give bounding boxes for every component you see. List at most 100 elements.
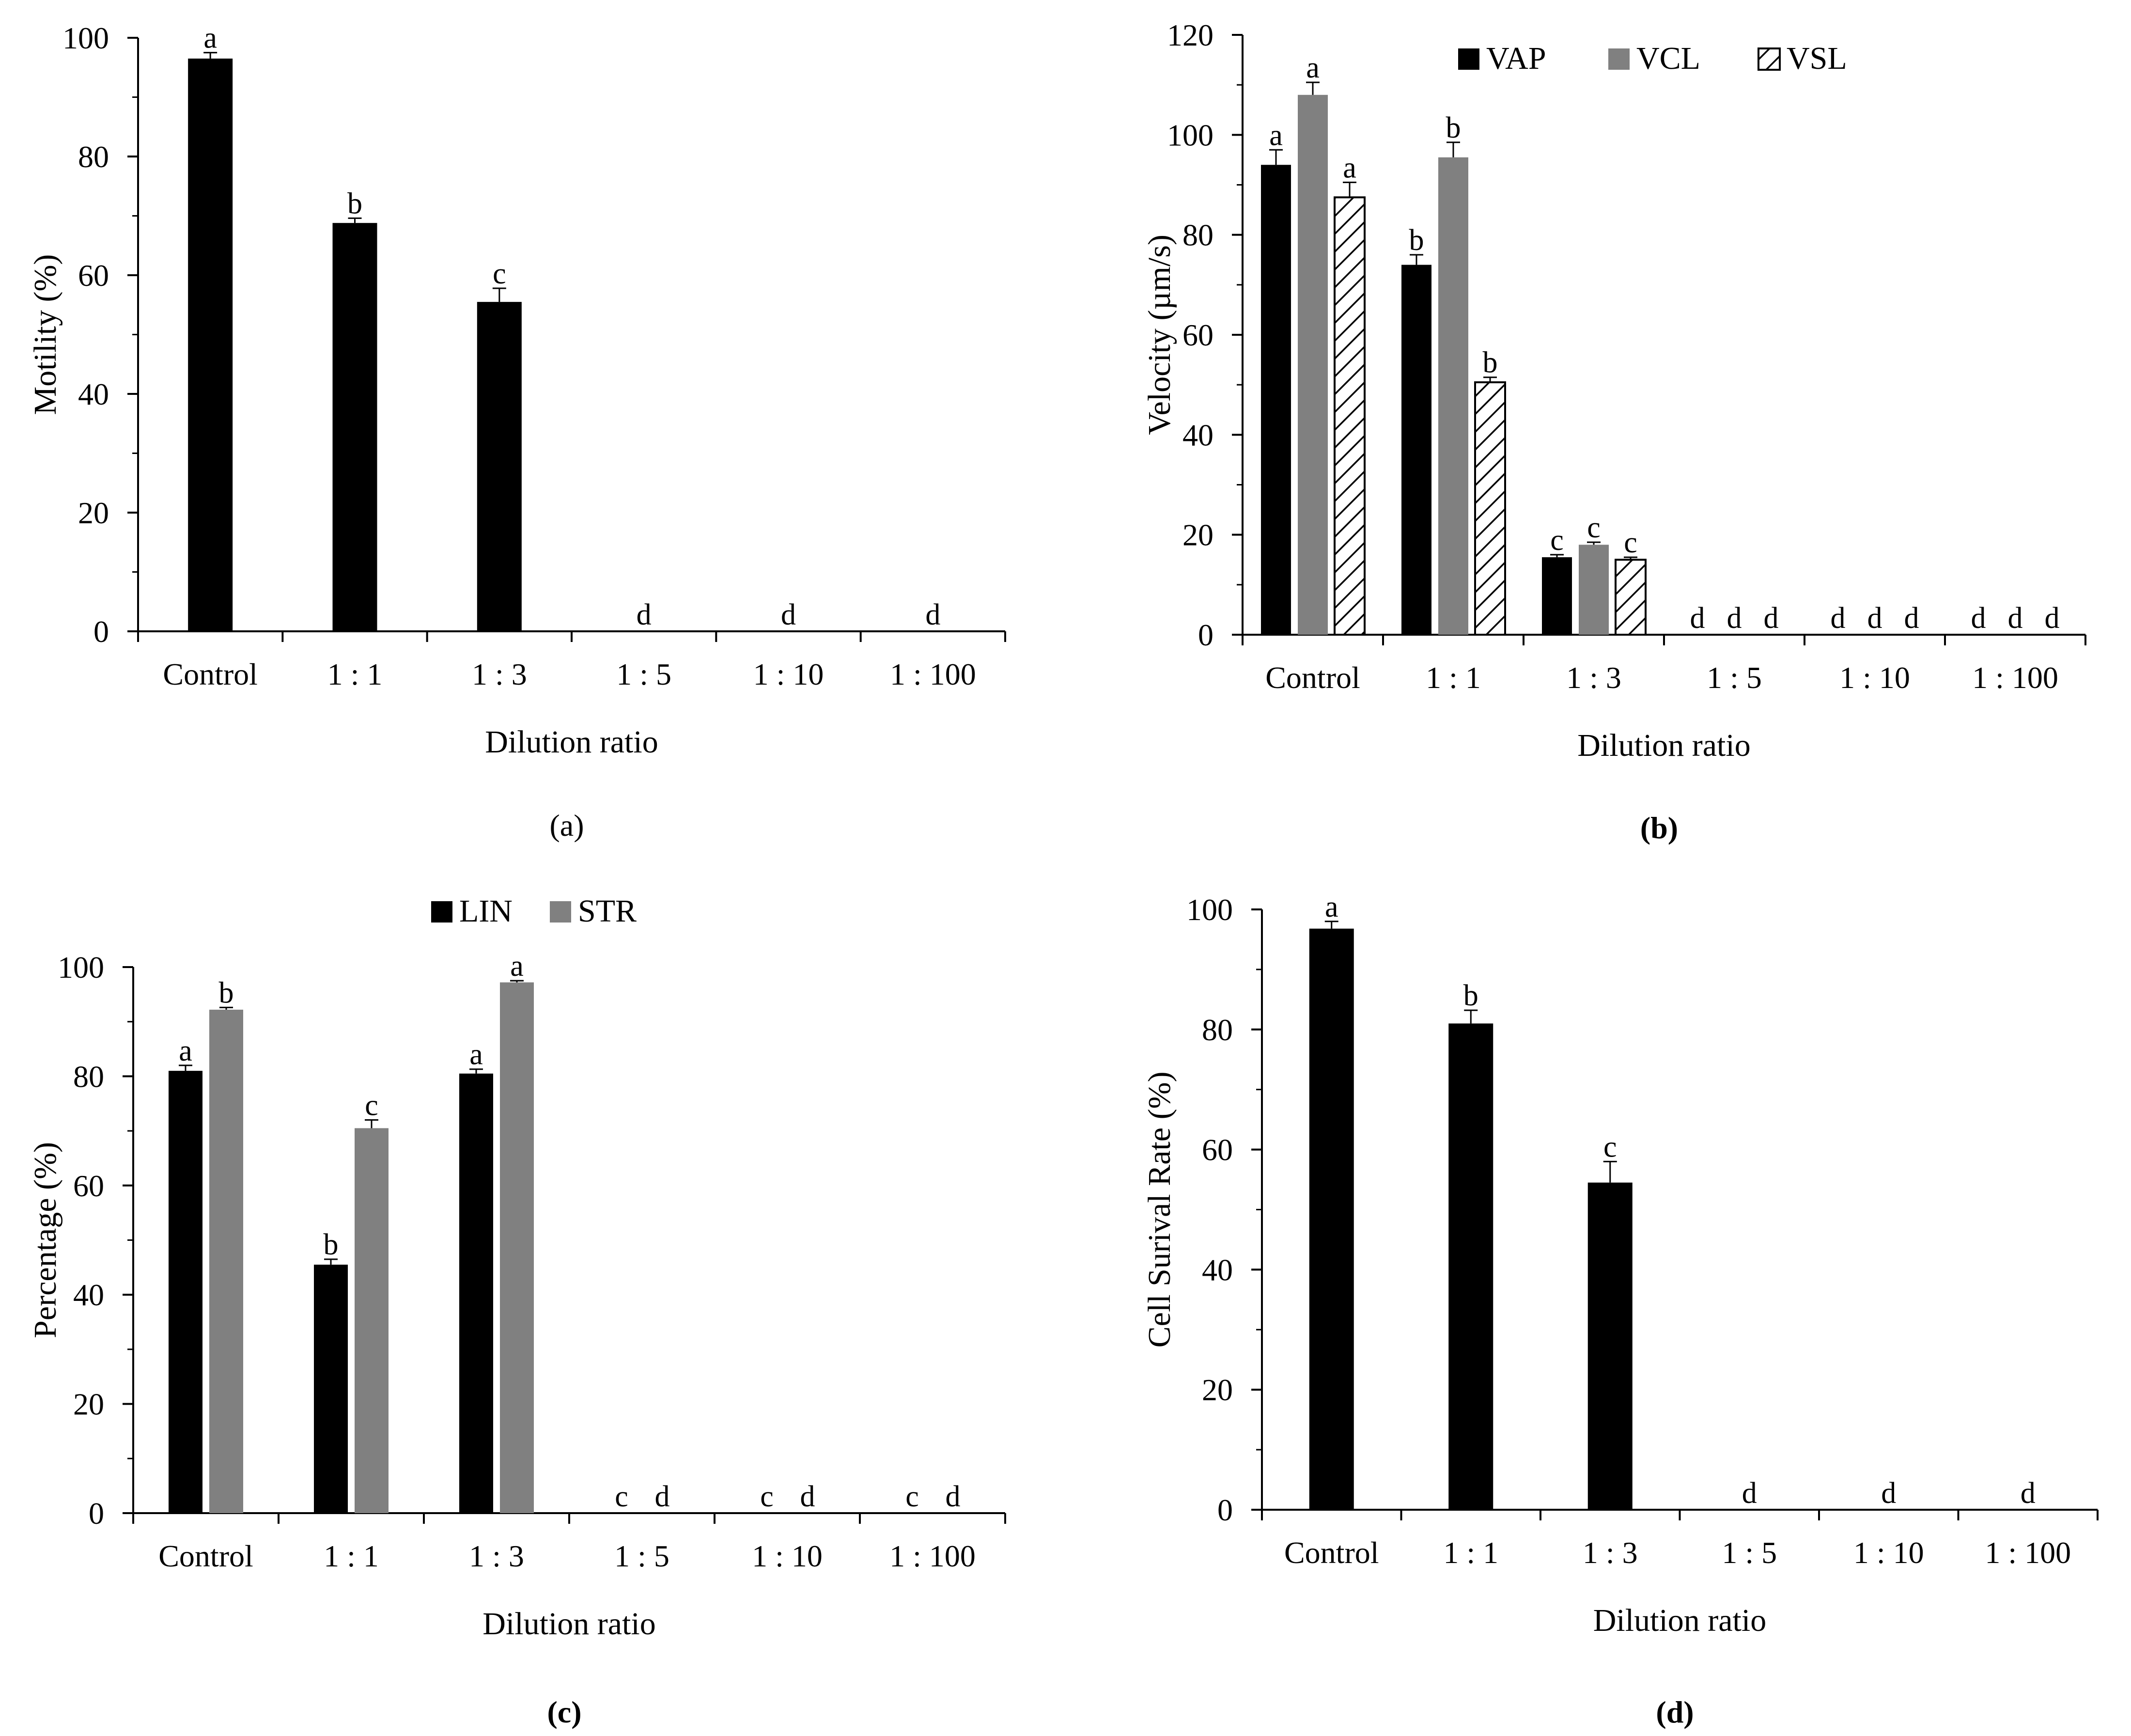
bar-lin (169, 1071, 202, 1513)
y-tick-label: 0 (89, 1496, 104, 1531)
significance-letter: a (1306, 51, 1320, 84)
bar-str (500, 982, 534, 1513)
significance-letter: a (1269, 119, 1283, 152)
significance-letter: c (1624, 526, 1637, 559)
significance-letter: d (781, 598, 796, 631)
significance-letter: d (2008, 602, 2023, 635)
y-tick-label: 100 (1186, 892, 1233, 927)
legend-label: VCL (1636, 41, 1700, 76)
y-tick-label: 20 (78, 496, 109, 530)
significance-letter: d (1742, 1477, 1757, 1510)
x-tick-label: 1 : 100 (1985, 1535, 2071, 1570)
bar-vap (1261, 165, 1291, 635)
x-tick-label: 1 : 5 (1707, 660, 1762, 695)
panel-label: (b) (1640, 811, 1678, 845)
y-tick-label: 60 (78, 258, 109, 293)
y-tick-label: 80 (1202, 1013, 1233, 1047)
significance-letter: b (1446, 111, 1461, 144)
chart-panel-a: 0 20 40 60 80 100 Control 1 : 1 1 : 3 1 : 5 1 : 10… (28, 21, 1006, 843)
y-tick-label: 80 (1182, 218, 1213, 252)
x-tick-label: Control (1284, 1535, 1379, 1570)
significance-letter: b (1409, 224, 1424, 257)
x-tick-label: 1 : 100 (889, 1539, 976, 1573)
x-tick-label: Control (1265, 660, 1360, 695)
significance-letter: c (1550, 524, 1564, 557)
y-tick-label: 100 (58, 950, 104, 985)
y-tick-label: 20 (1182, 518, 1213, 552)
bar-cell-survival-rate (1587, 1182, 1633, 1510)
x-tick-label: 1 : 10 (753, 657, 824, 691)
legend-label: VAP (1486, 41, 1546, 76)
x-tick-label: 1 : 1 (1426, 660, 1481, 695)
y-tick-label: 80 (73, 1059, 104, 1094)
significance-letter: b (1483, 346, 1498, 379)
chart-panel-d: 0 20 40 60 80 100 Control 1 : 1 1 : 3 1 : 5 1 : 10… (1142, 891, 2099, 1729)
y-tick-label: 20 (73, 1387, 104, 1422)
y-axis-title: Motility (%) (28, 254, 63, 415)
significance-letter: d (1690, 602, 1705, 635)
bar-vap (1542, 557, 1572, 635)
x-tick-label: 1 : 10 (752, 1539, 823, 1573)
y-tick-label: 60 (1202, 1133, 1233, 1167)
chart-panel-c: 0 20 40 60 80 100 Control 1 : 1 1 : 3 1 : 5 1 : 10… (28, 893, 1006, 1729)
significance-letter: a (1343, 151, 1356, 184)
significance-letter: b (219, 976, 234, 1009)
legend-label: STR (578, 893, 637, 929)
y-tick-label: 80 (78, 140, 109, 174)
y-tick-label: 40 (1202, 1252, 1233, 1287)
significance-letter: d (1971, 602, 1986, 635)
legend-swatch (550, 901, 571, 923)
bar-vcl (1438, 157, 1468, 635)
y-tick-label: 100 (62, 21, 109, 55)
bar-vap (1401, 265, 1431, 635)
x-tick-label: 1 : 100 (890, 657, 976, 691)
significance-letter: d (925, 598, 940, 631)
y-tick-label: 60 (1182, 318, 1213, 352)
x-axis-title: Dilution ratio (1593, 1603, 1766, 1638)
y-tick-label: 120 (1167, 18, 1213, 52)
x-tick-label: 1 : 5 (616, 657, 671, 691)
panel-label: (d) (1656, 1695, 1694, 1729)
significance-letter: a (203, 22, 217, 55)
y-tick-label: 60 (73, 1169, 104, 1203)
significance-letter: b (324, 1228, 339, 1261)
significance-letter: b (1463, 979, 1478, 1012)
significance-letter: c (905, 1480, 919, 1513)
significance-letter: d (1727, 602, 1742, 635)
x-tick-label: 1 : 1 (327, 657, 383, 691)
significance-letter: c (615, 1480, 628, 1513)
panel-label: (a) (549, 808, 584, 843)
bar-motility (188, 58, 233, 631)
significance-letter: d (1881, 1477, 1896, 1510)
x-tick-label: 1 : 100 (1972, 660, 2058, 695)
significance-letter: d (1831, 602, 1846, 635)
bar-lin (459, 1073, 493, 1513)
y-axis-title: Velocity (µm/s) (1142, 235, 1177, 435)
x-tick-label: 1 : 5 (1722, 1535, 1777, 1570)
significance-letter: d (946, 1480, 961, 1513)
bar-cell-survival-rate (1309, 928, 1354, 1510)
y-tick-label: 100 (1167, 118, 1213, 152)
y-axis-title: Percentage (%) (28, 1142, 63, 1338)
significance-letter: d (2045, 602, 2060, 635)
x-axis-title: Dilution ratio (482, 1606, 655, 1642)
y-tick-label: 0 (1198, 618, 1213, 652)
significance-letter: c (1587, 511, 1601, 544)
significance-letter: b (347, 187, 362, 220)
legend-swatch (1608, 48, 1630, 70)
x-tick-label: 1 : 10 (1853, 1535, 1924, 1570)
y-tick-label: 0 (1217, 1493, 1233, 1527)
bar-str (209, 1009, 243, 1513)
legend-swatch (431, 901, 452, 923)
x-tick-label: 1 : 3 (469, 1539, 524, 1573)
x-tick-label: 1 : 10 (1839, 660, 1910, 695)
y-tick-label: 40 (73, 1278, 104, 1312)
x-tick-label: 1 : 3 (1566, 660, 1621, 695)
y-axis-title: Cell Surival Rate (%) (1142, 1071, 1177, 1347)
significance-letter: a (179, 1034, 192, 1067)
bar-vsl (1474, 381, 1506, 636)
x-tick-label: 1 : 3 (472, 657, 527, 691)
y-tick-label: 20 (1202, 1373, 1233, 1407)
y-tick-label: 0 (93, 614, 109, 649)
